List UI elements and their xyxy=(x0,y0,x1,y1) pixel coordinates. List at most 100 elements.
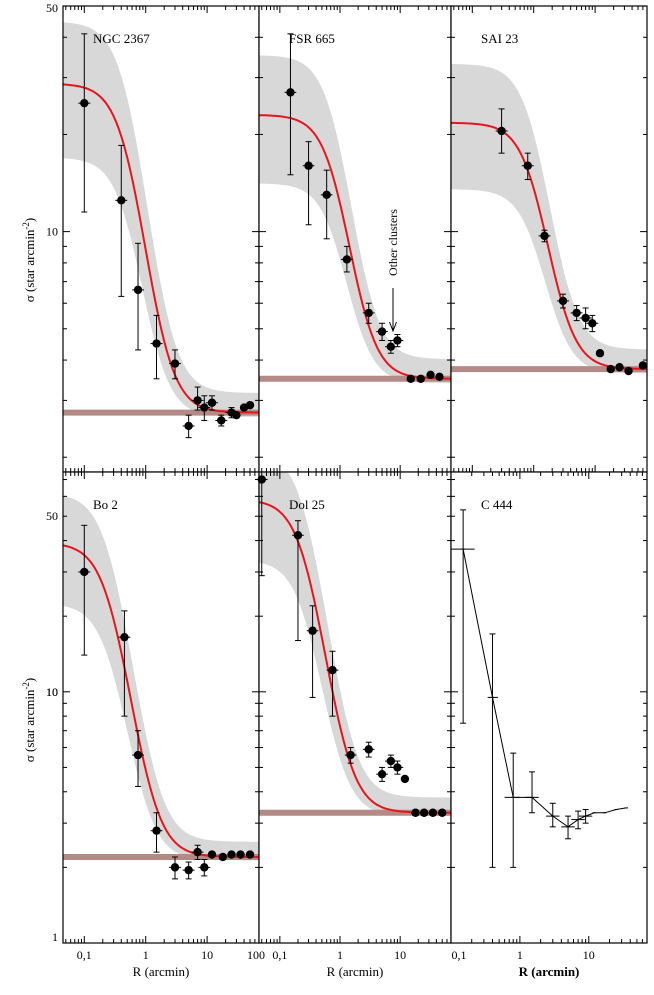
data-point xyxy=(227,850,236,859)
x-tick-label: 0,1 xyxy=(272,948,287,962)
data-point xyxy=(558,296,568,306)
x-tick-label: 10 xyxy=(201,948,213,962)
data-point xyxy=(638,361,648,370)
data-point xyxy=(245,400,255,410)
data-point xyxy=(170,863,180,872)
x-tick-label: 100 xyxy=(247,948,265,962)
data-point xyxy=(133,750,143,760)
svg-text:σ (star arcmin-2): σ (star arcmin-2) xyxy=(21,218,37,303)
confidence-band xyxy=(259,472,451,817)
data-point xyxy=(217,416,226,425)
x-axis-label: R (arcmin) xyxy=(327,964,384,979)
annotation-text: Other clusters xyxy=(386,209,400,276)
data-point xyxy=(232,410,241,420)
data-point xyxy=(581,313,590,323)
confidence-band xyxy=(259,55,451,384)
y-tick-label: 50 xyxy=(46,509,58,523)
data-point xyxy=(170,359,180,368)
data-point xyxy=(184,865,193,875)
data-point xyxy=(393,336,402,345)
data-point xyxy=(245,850,255,859)
panel-title: SAI 23 xyxy=(481,31,518,46)
y-axis-label-sup: -2 xyxy=(21,222,31,230)
y-axis-label-text: σ (star arcmin xyxy=(22,229,37,302)
svg-text:σ (star arcmin-2): σ (star arcmin-2) xyxy=(21,678,37,763)
data-point xyxy=(416,374,425,383)
data-point xyxy=(322,190,331,200)
data-point xyxy=(152,339,161,348)
chart-panel: NGC 2367 10 50 xyxy=(46,1,260,473)
y-axis-label-close: ) xyxy=(22,218,37,222)
data-point xyxy=(207,398,217,407)
data-point xyxy=(364,308,373,318)
y-tick-label: 1 xyxy=(52,930,58,944)
data-point xyxy=(133,285,143,295)
data-point xyxy=(286,88,295,97)
data-point xyxy=(624,366,633,376)
profile-line xyxy=(462,549,627,828)
confidence-band xyxy=(451,64,647,374)
data-point xyxy=(304,161,313,170)
y-axis-label-text: σ (star arcmin xyxy=(22,689,37,762)
data-point xyxy=(572,308,581,318)
data-point xyxy=(400,774,410,784)
data-point xyxy=(438,808,447,817)
data-point xyxy=(419,808,429,817)
x-tick-label: 0,1 xyxy=(77,948,92,962)
data-point xyxy=(386,756,396,766)
data-point xyxy=(386,342,396,351)
chart-panel: Dol 25 0,1 1 10 R (arcmin) xyxy=(257,471,452,979)
data-point xyxy=(120,632,129,642)
data-point xyxy=(377,327,387,336)
data-point xyxy=(606,364,615,374)
data-point xyxy=(377,769,387,779)
panel-title: FSR 665 xyxy=(289,31,335,46)
confidence-band xyxy=(63,22,259,417)
chart-panel: C 444 0,1 1 10R (arcmin) xyxy=(450,471,648,979)
panel-title: C 444 xyxy=(481,497,513,512)
y-tick-label: 10 xyxy=(46,225,58,239)
data-point xyxy=(152,826,161,835)
data-point xyxy=(411,808,420,817)
x-tick-label: 10 xyxy=(394,948,406,962)
data-point xyxy=(346,750,355,760)
panel-title: Bo 2 xyxy=(93,497,118,512)
y-axis-label-close: ) xyxy=(22,678,37,682)
data-point xyxy=(342,255,352,264)
data-point xyxy=(200,403,209,412)
data-point xyxy=(117,196,126,205)
y-axis-label-bottom: σ (star arcmin-2) xyxy=(21,678,37,763)
x-tick-label: 0,1 xyxy=(452,948,467,962)
data-point xyxy=(364,745,373,754)
data-point xyxy=(193,396,202,405)
data-point xyxy=(428,808,438,817)
data-point xyxy=(426,370,435,380)
x-axis-label: R (arcmin) xyxy=(133,964,190,979)
data-point xyxy=(293,531,303,540)
data-point xyxy=(497,126,506,136)
x-axis-label: R (arcmin) xyxy=(519,964,580,979)
panel-frame xyxy=(450,471,648,944)
y-axis-label-sup: -2 xyxy=(21,682,31,690)
confidence-band xyxy=(63,495,259,861)
x-tick-label: 1 xyxy=(517,948,523,962)
data-point xyxy=(80,567,89,577)
plot-area xyxy=(451,472,647,943)
data-point xyxy=(218,852,227,862)
x-tick-label: 10 xyxy=(583,948,595,962)
data-point xyxy=(540,231,549,241)
data-point xyxy=(435,372,444,381)
data-point xyxy=(200,863,209,872)
panel-title: Dol 25 xyxy=(289,497,325,512)
data-point xyxy=(236,850,245,859)
chart-panel: SAI 23 xyxy=(450,5,648,473)
data-point xyxy=(595,349,605,358)
data-point xyxy=(523,161,532,170)
data-point xyxy=(308,626,317,635)
chart-panel: FSR 665 Other clusters xyxy=(258,5,452,473)
y-tick-label: 10 xyxy=(46,685,58,699)
data-point xyxy=(207,850,217,859)
y-tick-label: 50 xyxy=(46,1,58,15)
panel-title: NGC 2367 xyxy=(93,31,150,46)
